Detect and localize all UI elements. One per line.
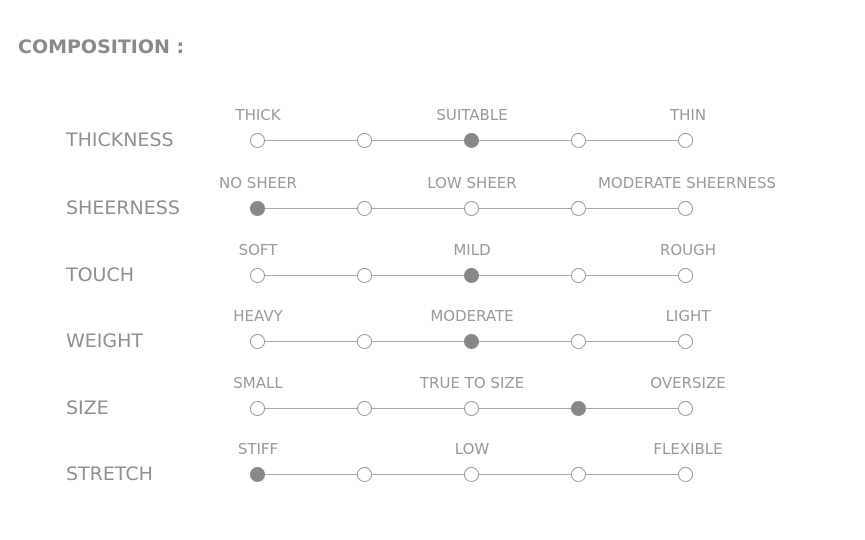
scale-label: WEIGHT xyxy=(66,330,144,352)
scale-option-2[interactable] xyxy=(356,201,372,216)
scale-mid-label: SUITABLE xyxy=(436,106,508,124)
scale-min-label: NO SHEER xyxy=(219,174,297,192)
scale-option-5[interactable] xyxy=(677,401,693,416)
scale-option-3[interactable] xyxy=(463,133,479,148)
composition-title: COMPOSITION : xyxy=(18,36,185,58)
scale-min-label: STIFF xyxy=(237,440,279,458)
scale-row-stretch: STRETCH STIFF LOW FLEXIBLE xyxy=(0,440,865,500)
scale-option-1[interactable] xyxy=(249,401,265,416)
scale-option-3[interactable] xyxy=(463,467,479,482)
scale-label: SIZE xyxy=(66,397,109,419)
scale-label: THICKNESS xyxy=(66,129,174,151)
scale-option-1[interactable] xyxy=(249,467,265,482)
scale-option-3[interactable] xyxy=(463,401,479,416)
scale-mid-label: TRUE TO SIZE xyxy=(419,374,525,392)
scale-option-4[interactable] xyxy=(570,401,586,416)
scale-row-touch: TOUCH SOFT MILD ROUGH xyxy=(0,241,865,301)
scale-max-label: LIGHT xyxy=(665,307,711,325)
scale-option-1[interactable] xyxy=(249,201,265,216)
scale-option-1[interactable] xyxy=(249,133,265,148)
scale-row-weight: WEIGHT HEAVY MODERATE LIGHT xyxy=(0,307,865,367)
scale-option-1[interactable] xyxy=(249,268,265,283)
scale-mid-label: MODERATE xyxy=(430,307,514,325)
scale-option-2[interactable] xyxy=(356,334,372,349)
scale-option-2[interactable] xyxy=(356,467,372,482)
scale-option-3[interactable] xyxy=(463,334,479,349)
scale-option-4[interactable] xyxy=(570,268,586,283)
scale-mid-label: MILD xyxy=(453,241,491,259)
scale-option-3[interactable] xyxy=(463,268,479,283)
scale-label: SHEERNESS xyxy=(66,197,180,219)
scale-option-5[interactable] xyxy=(677,334,693,349)
scale-min-label: SOFT xyxy=(238,241,278,259)
scale-option-4[interactable] xyxy=(570,201,586,216)
scale-label: STRETCH xyxy=(66,463,153,485)
scale-row-size: SIZE SMALL TRUE TO SIZE OVERSIZE xyxy=(0,374,865,434)
scale-option-2[interactable] xyxy=(356,401,372,416)
scale-max-label: ROUGH xyxy=(659,241,717,259)
scale-option-2[interactable] xyxy=(356,268,372,283)
scale-max-label: MODERATE SHEERNESS xyxy=(597,174,777,192)
scale-option-5[interactable] xyxy=(677,201,693,216)
scale-option-4[interactable] xyxy=(570,133,586,148)
scale-max-label: OVERSIZE xyxy=(650,374,726,392)
scale-row-sheerness: SHEERNESS NO SHEER LOW SHEER MODERATE SH… xyxy=(0,174,865,234)
scale-min-label: THICK xyxy=(235,106,281,124)
scale-row-thickness: THICKNESS THICK SUITABLE THIN xyxy=(0,106,865,166)
scale-option-1[interactable] xyxy=(249,334,265,349)
scale-mid-label: LOW SHEER xyxy=(427,174,517,192)
scale-option-4[interactable] xyxy=(570,467,586,482)
scale-option-5[interactable] xyxy=(677,467,693,482)
scale-max-label: FLEXIBLE xyxy=(653,440,723,458)
scale-option-5[interactable] xyxy=(677,268,693,283)
scale-option-5[interactable] xyxy=(677,133,693,148)
scale-label: TOUCH xyxy=(66,264,135,286)
scale-max-label: THIN xyxy=(669,106,707,124)
scale-min-label: SMALL xyxy=(233,374,283,392)
scale-option-4[interactable] xyxy=(570,334,586,349)
scale-mid-label: LOW xyxy=(454,440,490,458)
scale-min-label: HEAVY xyxy=(233,307,283,325)
scale-option-3[interactable] xyxy=(463,201,479,216)
scale-option-2[interactable] xyxy=(356,133,372,148)
